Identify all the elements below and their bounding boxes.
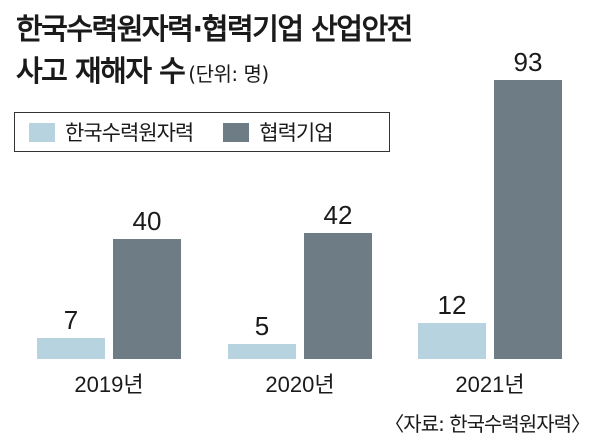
data-label-khnp-3: 12 <box>438 290 467 320</box>
bar-partner-3 <box>494 80 562 359</box>
legend: 한국수력원자력 협력기업 <box>14 112 390 152</box>
legend-label-partner: 협력기업 <box>259 121 333 145</box>
data-label-khnp-1: 7 <box>64 305 78 335</box>
category-label-3: 2021년 <box>455 372 524 397</box>
bar-khnp-3 <box>418 323 486 359</box>
data-label-khnp-2: 5 <box>255 311 269 341</box>
bar-khnp-1 <box>37 338 105 359</box>
legend-label-khnp: 한국수력원자력 <box>65 121 194 145</box>
title-line-2: 사고 재해자 수 (단위: 명) <box>16 50 412 95</box>
bar-partner-1 <box>113 239 181 359</box>
legend-swatch-partner <box>223 122 250 142</box>
legend-item-partner: 협력기업 <box>223 117 334 147</box>
bar-partner-2 <box>304 233 372 359</box>
title-line-2-text: 사고 재해자 수 <box>16 54 186 88</box>
title-line-1: 한국수력원자력·협력기업 산업안전 <box>16 12 413 46</box>
data-label-partner-3: 93 <box>514 47 543 77</box>
chart-title: 한국수력원자력·협력기업 산업안전 사고 재해자 수 (단위: 명) <box>16 8 413 95</box>
data-label-partner-1: 40 <box>133 206 162 236</box>
legend-item-khnp: 한국수력원자력 <box>29 117 194 147</box>
category-label-1: 2019년 <box>74 372 143 397</box>
source-note: 〈자료: 한국수력원자력〉 <box>384 412 591 436</box>
bar-khnp-2 <box>228 344 296 359</box>
category-label-2: 2020년 <box>265 372 334 397</box>
legend-swatch-khnp <box>29 122 55 142</box>
unit-label: (단위: 명) <box>188 62 269 86</box>
data-label-partner-2: 42 <box>324 200 353 230</box>
